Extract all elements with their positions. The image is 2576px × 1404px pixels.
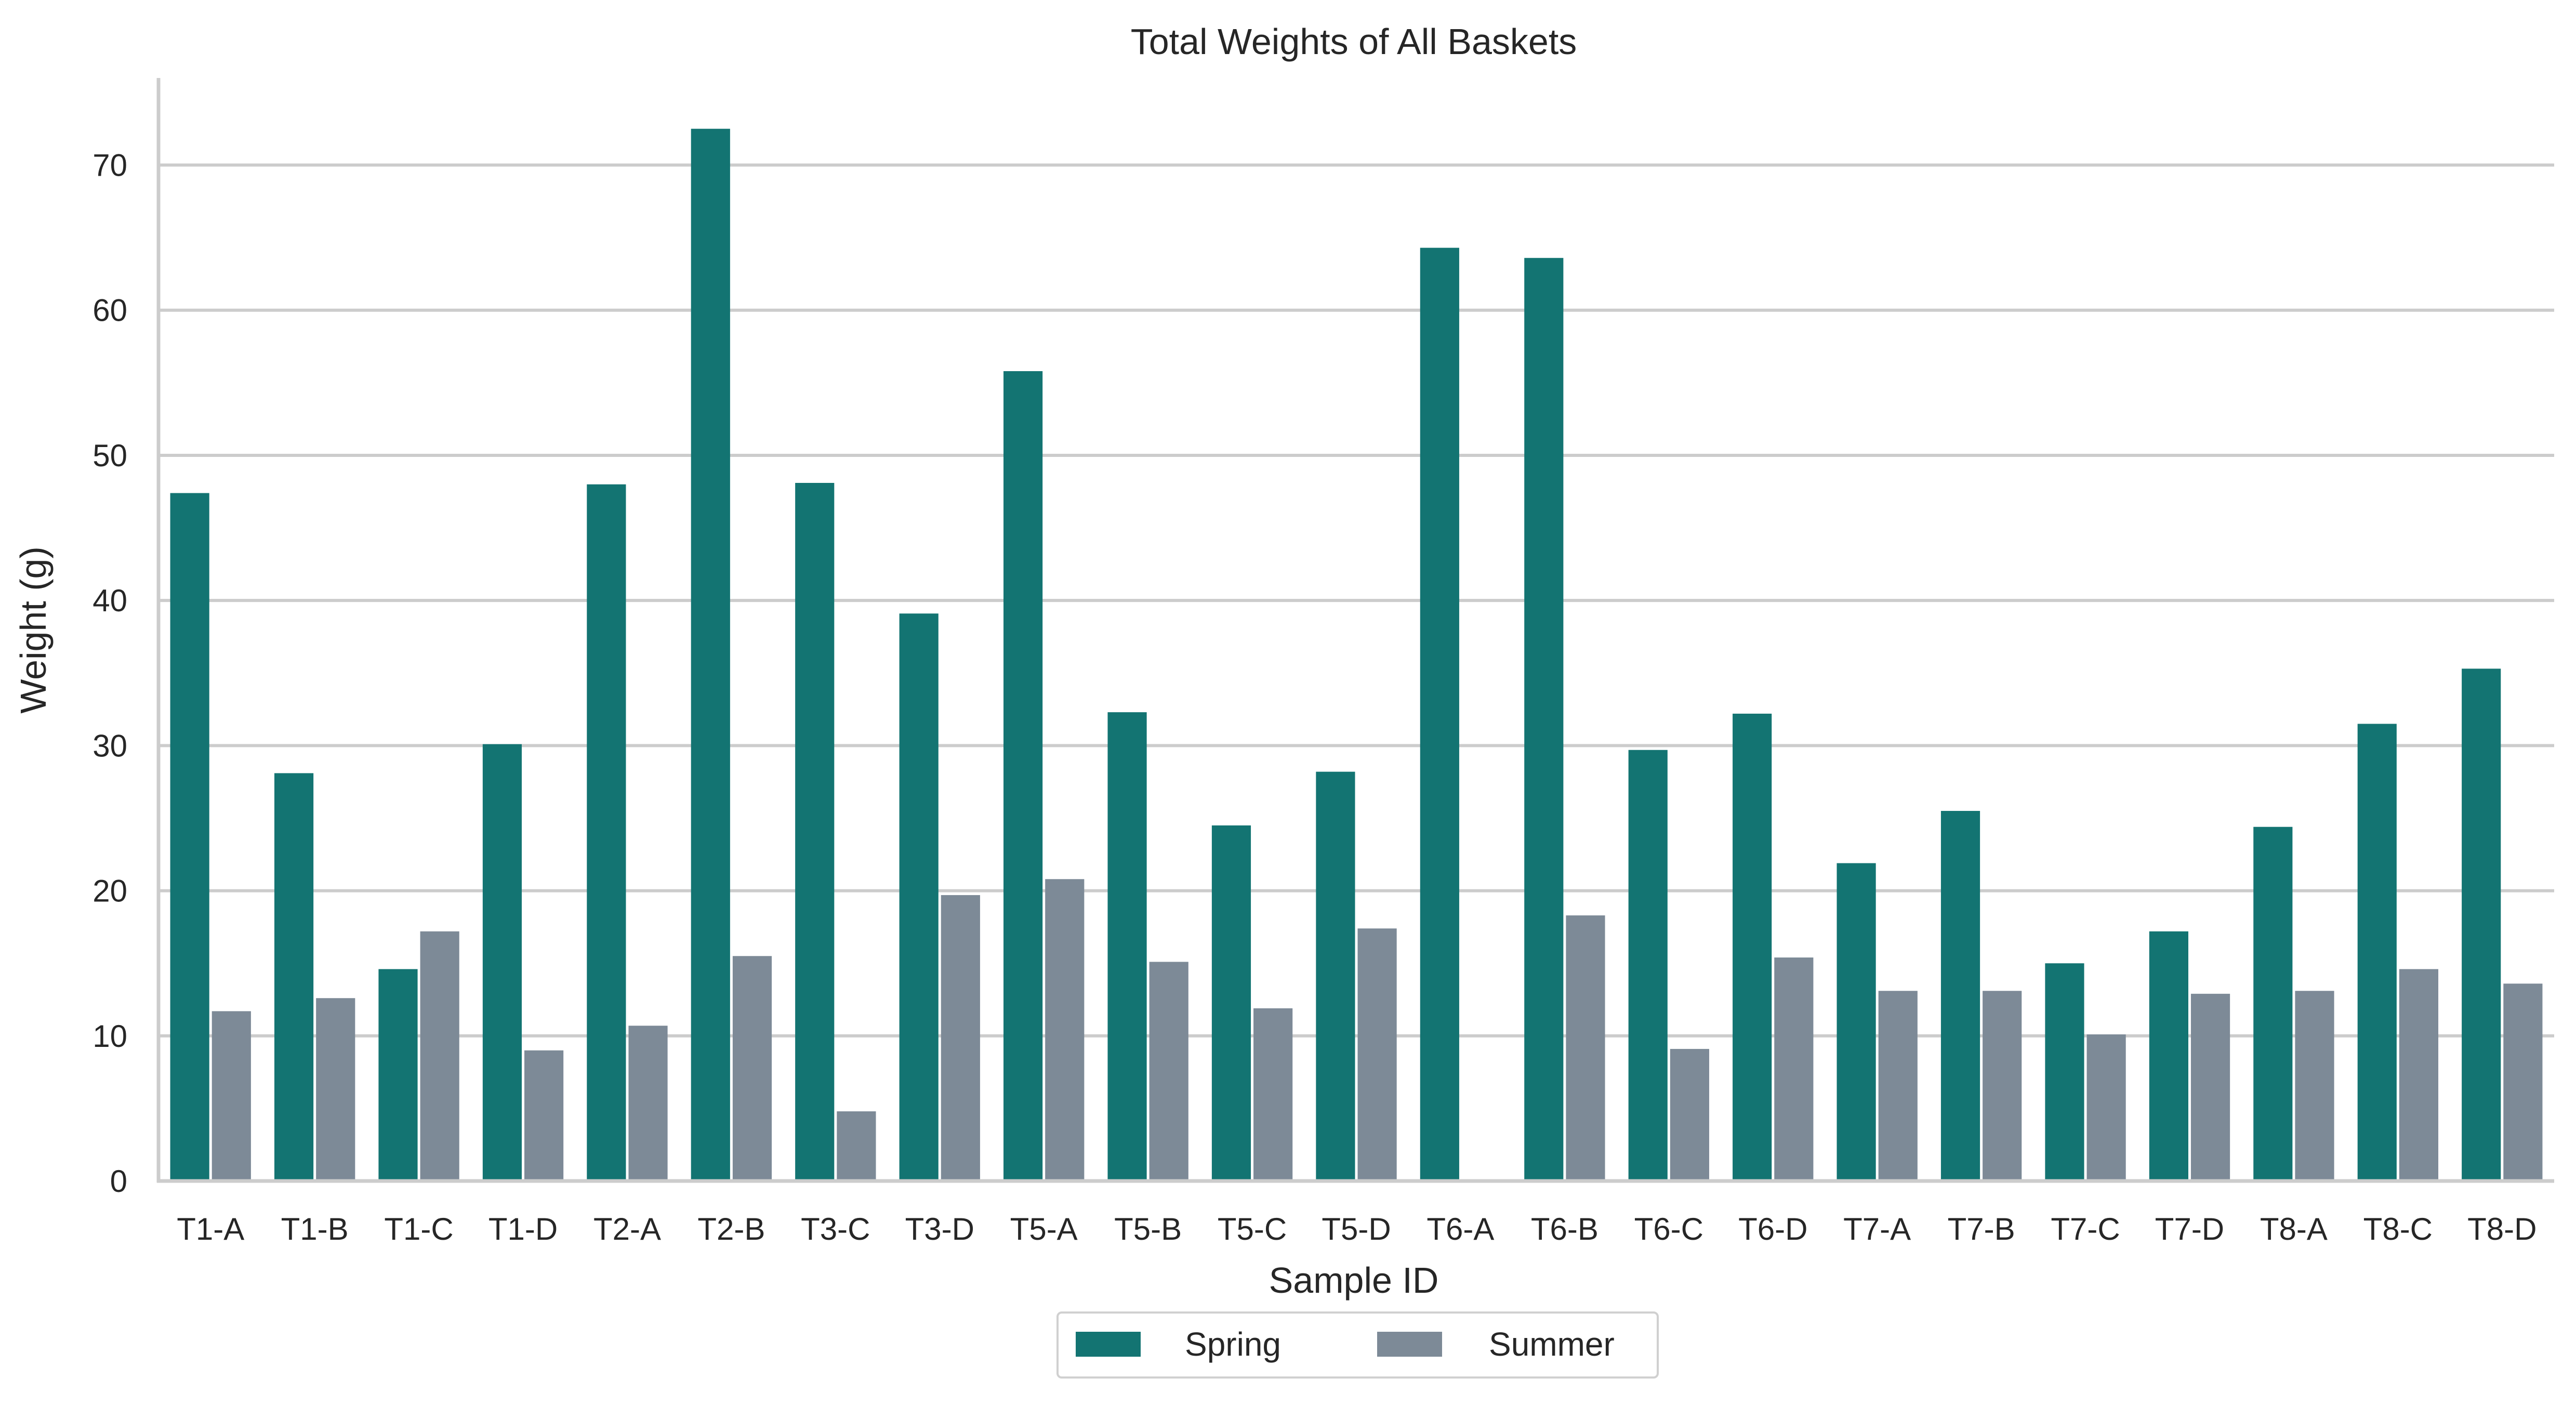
x-tick-label: T6-A bbox=[1426, 1212, 1494, 1246]
bar-spring-t8-a bbox=[2253, 826, 2293, 1181]
bar-summer-t5-c bbox=[1253, 1008, 1293, 1181]
bar-summer-t1-a bbox=[212, 1011, 251, 1181]
bar-summer-t7-a bbox=[1878, 991, 1918, 1181]
y-tick-label: 50 bbox=[93, 438, 127, 473]
x-tick-label: T6-D bbox=[1738, 1212, 1807, 1246]
x-tick-label: T7-C bbox=[2051, 1212, 2120, 1246]
x-tick-label: T1-D bbox=[488, 1212, 558, 1246]
legend-label-summer: Summer bbox=[1489, 1326, 1615, 1363]
bar-summer-t3-d bbox=[941, 895, 980, 1181]
x-tick-label: T7-A bbox=[1843, 1212, 1911, 1246]
chart-title: Total Weights of All Baskets bbox=[1131, 21, 1577, 62]
bar-spring-t7-c bbox=[2045, 963, 2084, 1181]
x-tick-label: T2-A bbox=[593, 1212, 661, 1246]
bar-summer-t2-b bbox=[732, 956, 772, 1181]
legend-box bbox=[1056, 1311, 1659, 1379]
bar-summer-t1-b bbox=[316, 998, 355, 1181]
x-tick-label: T7-B bbox=[1948, 1212, 2015, 1246]
x-tick-label: T6-C bbox=[1634, 1212, 1703, 1246]
x-tick-label: T5-B bbox=[1114, 1212, 1182, 1246]
bar-summer-t6-c bbox=[1670, 1048, 1709, 1181]
bar-spring-t6-b bbox=[1524, 258, 1564, 1181]
bar-spring-t8-c bbox=[2357, 724, 2397, 1181]
bar-summer-t3-c bbox=[837, 1111, 876, 1181]
bar-spring-t5-a bbox=[1003, 371, 1043, 1181]
bar-spring-t1-d bbox=[482, 744, 522, 1181]
y-tick-label: 10 bbox=[93, 1019, 127, 1054]
bar-spring-t7-d bbox=[2149, 931, 2188, 1181]
bars bbox=[170, 128, 2543, 1182]
x-tick-label: T7-D bbox=[2155, 1212, 2224, 1246]
x-tick-label: T8-A bbox=[2260, 1212, 2328, 1246]
bar-spring-t7-b bbox=[1940, 811, 1980, 1181]
x-tick-label: T1-A bbox=[177, 1212, 244, 1246]
x-tick-label: T2-B bbox=[697, 1212, 765, 1246]
bar-spring-t8-d bbox=[2462, 668, 2501, 1181]
x-tick-label: T6-B bbox=[1531, 1212, 1599, 1246]
bar-spring-t1-a bbox=[170, 493, 209, 1181]
x-tick-label: T5-A bbox=[1010, 1212, 1078, 1246]
y-tick-label: 30 bbox=[93, 728, 127, 763]
bar-spring-t6-c bbox=[1628, 750, 1668, 1181]
bar-summer-t7-d bbox=[2190, 993, 2230, 1181]
bar-summer-t5-b bbox=[1149, 962, 1188, 1181]
x-tick-labels: T1-A T1-B T1-C T1-D T2-A T2-B T3-C T3-D T5-A T5-B… bbox=[177, 1212, 2537, 1246]
x-axis-label: Sample ID bbox=[1269, 1260, 1439, 1301]
bar-spring-t6-a bbox=[1420, 247, 1459, 1182]
x-tick-label: T8-D bbox=[2467, 1212, 2537, 1246]
x-tick-label: T3-C bbox=[801, 1212, 870, 1246]
bar-spring-t3-d bbox=[899, 613, 939, 1181]
x-tick-label: T3-D bbox=[905, 1212, 974, 1246]
bar-summer-t8-c bbox=[2399, 969, 2439, 1181]
bar-summer-t1-d bbox=[524, 1050, 564, 1181]
y-tick-label: 40 bbox=[93, 583, 127, 618]
bar-spring-t7-a bbox=[1837, 863, 1876, 1181]
bar-spring-t3-c bbox=[795, 482, 835, 1182]
bar-spring-t1-c bbox=[378, 969, 418, 1181]
legend-label-spring: Spring bbox=[1185, 1326, 1281, 1363]
x-tick-label: T5-D bbox=[1322, 1212, 1391, 1246]
bar-spring-t2-a bbox=[587, 484, 626, 1181]
bar-summer-t7-c bbox=[2086, 1034, 2126, 1181]
bar-summer-t5-d bbox=[1357, 928, 1397, 1181]
legend-swatch-summer bbox=[1377, 1332, 1442, 1357]
x-tick-label: T5-C bbox=[1218, 1212, 1287, 1246]
bar-spring-t1-b bbox=[274, 773, 314, 1181]
y-axis-label: Weight (g) bbox=[13, 546, 54, 714]
y-tick-label: 20 bbox=[93, 874, 127, 909]
bar-summer-t6-b bbox=[1566, 915, 1605, 1181]
bar-summer-t2-a bbox=[628, 1026, 668, 1181]
bar-summer-t1-c bbox=[420, 931, 459, 1181]
bar-summer-t7-b bbox=[1983, 991, 2022, 1181]
bar-summer-t8-a bbox=[2295, 991, 2334, 1181]
x-tick-label: T8-C bbox=[2363, 1212, 2433, 1246]
y-tick-label: 70 bbox=[93, 148, 127, 183]
bar-spring-t5-d bbox=[1316, 771, 1355, 1181]
bar-spring-t2-b bbox=[691, 128, 730, 1182]
legend-swatch-spring bbox=[1076, 1332, 1141, 1357]
bar-spring-t5-b bbox=[1107, 712, 1147, 1181]
axes bbox=[156, 78, 2554, 1183]
gridlines bbox=[158, 163, 2554, 1038]
bar-summer-t6-d bbox=[1774, 957, 1814, 1181]
legend: Spring Summer bbox=[1056, 1311, 1659, 1379]
y-tick-label: 60 bbox=[93, 293, 127, 328]
x-tick-label: T1-B bbox=[281, 1212, 349, 1246]
bar-summer-t8-d bbox=[2503, 983, 2543, 1181]
bar-summer-t5-a bbox=[1045, 879, 1085, 1181]
x-tick-label: T1-C bbox=[384, 1212, 453, 1246]
bar-spring-t6-d bbox=[1733, 713, 1772, 1181]
bar-spring-t5-c bbox=[1211, 825, 1251, 1181]
y-tick-labels: 0 10 20 30 40 50 60 70 bbox=[93, 148, 127, 1199]
y-tick-label: 0 bbox=[110, 1164, 127, 1199]
